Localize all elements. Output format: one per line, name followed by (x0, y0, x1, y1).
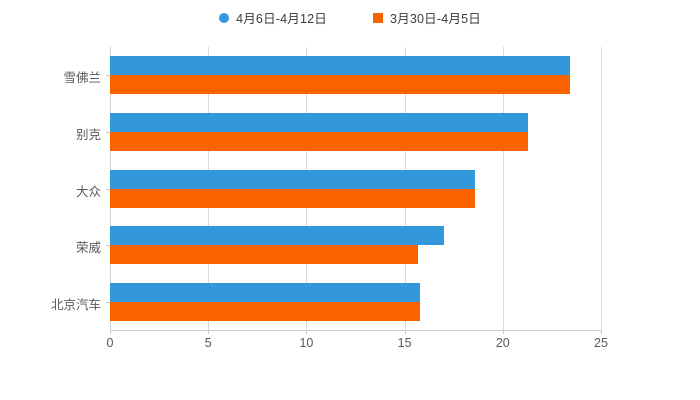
x-tick-mark (601, 330, 602, 334)
y-axis-category-label: 北京汽车 (50, 297, 101, 312)
x-gridline (601, 47, 602, 330)
legend-item-1[interactable]: 3月30日-4月5日 (373, 8, 481, 27)
bar-group (110, 226, 601, 265)
y-axis-category-label: 荣威 (75, 241, 101, 256)
legend-item-0[interactable]: 4月6日-4月12日 (219, 8, 327, 27)
bar-荣威-series-1[interactable] (110, 245, 419, 265)
bar-雪佛兰-series-1[interactable] (110, 75, 570, 95)
legend-label-0: 4月6日-4月12日 (236, 12, 327, 26)
y-axis-category-label: 别克 (75, 127, 101, 142)
legend-circle-marker-icon (219, 12, 230, 23)
y-tick-mark (106, 301, 110, 303)
x-tick-mark (110, 330, 111, 334)
x-gridline (502, 47, 504, 330)
bar-别克-series-1[interactable] (110, 131, 529, 151)
bar-北京汽车-series-1[interactable] (110, 301, 421, 321)
x-tick-label: 0 (106, 336, 114, 350)
y-tick-mark (106, 75, 110, 77)
bar-大众-series-1[interactable] (110, 188, 476, 208)
y-tick-mark (106, 245, 110, 247)
x-tick-label: 25 (594, 336, 608, 350)
legend-label-1: 3月30日-4月5日 (390, 12, 481, 26)
x-tick-label: 20 (495, 336, 510, 350)
bar-别克-series-0[interactable] (110, 112, 529, 132)
chart-legend: 4月6日-4月12日 3月30日-4月5日 (0, 8, 700, 27)
bar-荣威-series-0[interactable] (110, 226, 444, 246)
x-tick-mark (306, 330, 308, 334)
bar-group (110, 169, 601, 208)
y-tick-mark (106, 131, 110, 133)
bar-雪佛兰-series-0[interactable] (110, 56, 570, 76)
x-axis-line (110, 330, 602, 331)
x-tick-label: 15 (397, 336, 412, 350)
x-tick-mark (502, 330, 504, 334)
x-tick-label: 5 (204, 336, 212, 350)
bar-group (110, 112, 601, 151)
bar-group (110, 282, 601, 321)
x-tick-mark (404, 330, 406, 334)
plot-area (106, 47, 602, 330)
x-tick-mark (208, 330, 210, 334)
bar-北京汽车-series-0[interactable] (110, 282, 421, 302)
bar-group (110, 56, 601, 95)
legend-square-marker-icon (373, 12, 383, 23)
x-tick-label: 10 (299, 336, 314, 350)
y-axis-category-label: 大众 (75, 184, 101, 199)
bar-大众-series-0[interactable] (110, 169, 476, 189)
y-axis-category-label: 雪佛兰 (63, 71, 101, 86)
y-tick-mark (106, 188, 110, 190)
